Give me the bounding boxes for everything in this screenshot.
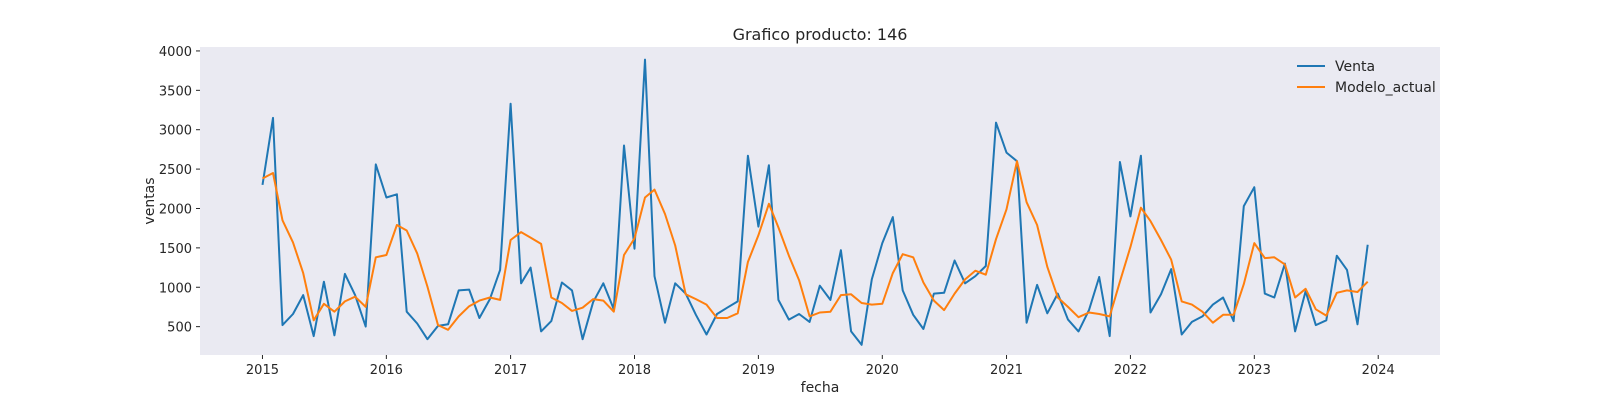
x-axis-label: fecha [801, 380, 840, 396]
x-tick-label: 2024 [1362, 363, 1395, 378]
x-tick-label: 2018 [618, 363, 651, 378]
y-axis-label: ventas [142, 177, 158, 224]
x-tick-label: 2023 [1238, 363, 1271, 378]
y-axis-ticks: 500 1000 1500 2000 2500 3000 3500 4000 [159, 45, 200, 336]
series-line-modelo-actual [262, 160, 1369, 331]
legend-label-venta: Venta [1335, 59, 1375, 75]
y-tick-label: 3000 [159, 124, 192, 139]
y-tick-label: 1500 [159, 242, 192, 257]
series-line-venta [261, 58, 1369, 346]
x-tick-label: 2017 [494, 363, 527, 378]
series-layer [261, 58, 1369, 346]
y-tick-label: 500 [167, 321, 192, 336]
plot-area [200, 47, 1440, 355]
chart-title: Grafico producto: 146 [733, 25, 908, 44]
y-tick-label: 3500 [159, 84, 192, 99]
x-tick-label: 2016 [370, 363, 403, 378]
y-tick-label: 2500 [159, 163, 192, 178]
x-tick-label: 2022 [1114, 363, 1147, 378]
y-tick-label: 1000 [159, 281, 192, 296]
y-tick-label: 4000 [159, 45, 192, 60]
x-tick-label: 2015 [246, 363, 279, 378]
x-tick-label: 2020 [866, 363, 899, 378]
legend-label-modelo-actual: Modelo_actual [1335, 80, 1436, 96]
legend: Venta Modelo_actual [1297, 59, 1436, 96]
x-axis-ticks: 2015 2016 2017 2018 2019 2020 2021 2022 2023 2024 [246, 355, 1395, 378]
x-tick-label: 2019 [742, 363, 775, 378]
x-tick-label: 2021 [990, 363, 1023, 378]
y-tick-label: 2000 [159, 202, 192, 217]
